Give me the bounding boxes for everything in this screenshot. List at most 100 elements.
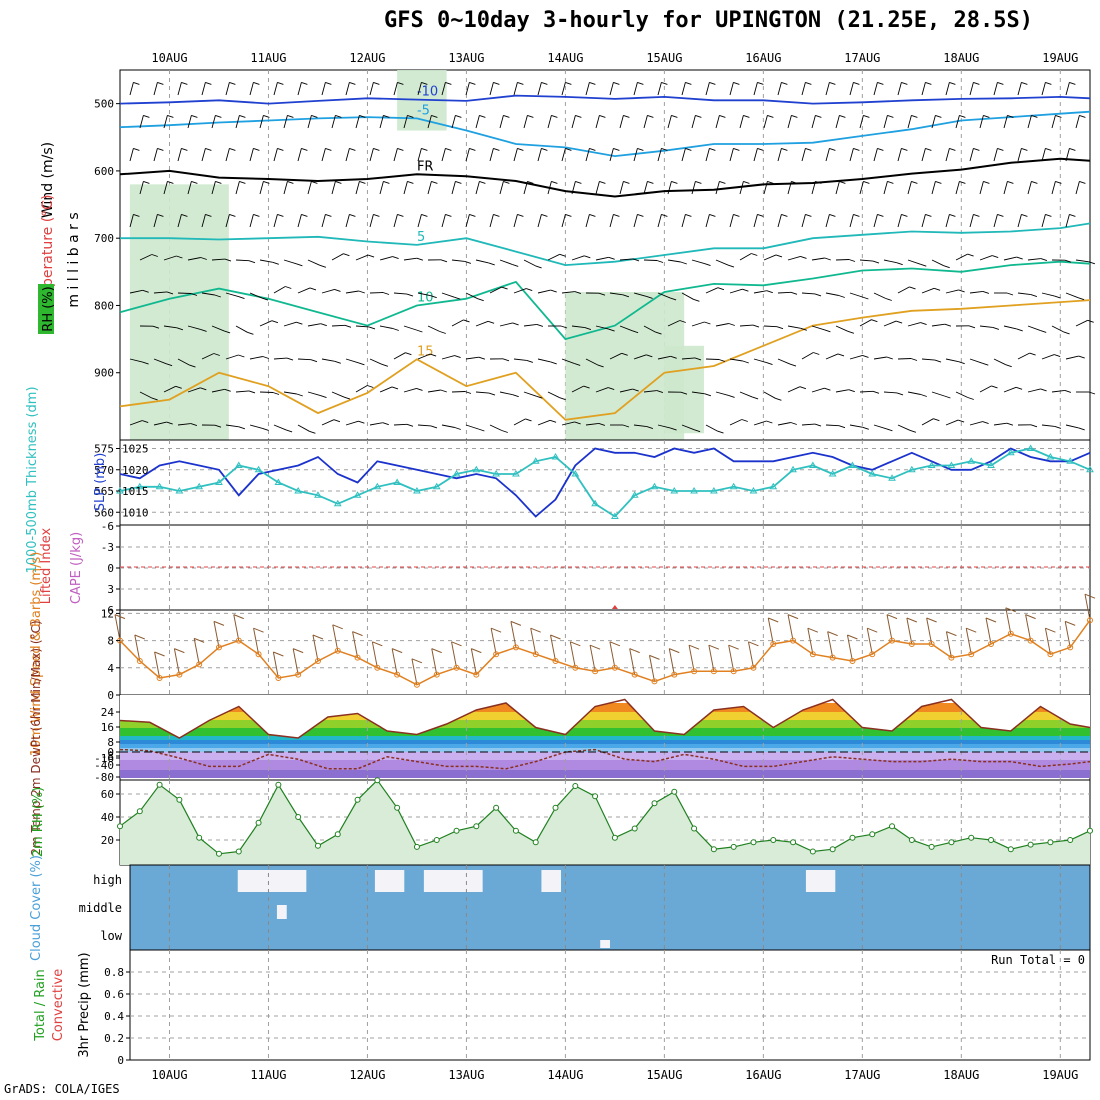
wind-barb-flag	[373, 213, 380, 217]
rh-point	[1067, 837, 1074, 843]
wind-barb-flag	[743, 180, 750, 184]
wind-barb	[595, 256, 609, 261]
wind-speed-point	[394, 671, 401, 678]
surface-barb	[827, 631, 834, 658]
wind-barb-flag	[1078, 427, 1085, 431]
upper-air-panel: -10 -5 FR 5 10 15 500 600 700 800 900	[94, 69, 1096, 441]
wind-barb	[1041, 354, 1055, 360]
surface-barb	[312, 634, 319, 662]
wind-barb-flag	[406, 293, 414, 297]
wind-barb-flag	[813, 352, 820, 355]
wind-barb-flag	[958, 289, 965, 293]
wind-barb	[643, 259, 658, 261]
thickness-marker	[314, 491, 322, 498]
wind-barb-flag	[478, 356, 486, 360]
thickness-marker	[967, 457, 976, 464]
wind-barb	[921, 358, 936, 361]
wind-barb	[273, 286, 286, 294]
wind-barb	[811, 181, 816, 195]
temp-band	[120, 736, 1090, 740]
rh-axis-title: RH (%)	[41, 286, 56, 331]
wind-barb	[811, 387, 825, 393]
wind-barb-flag	[632, 258, 640, 262]
wind-barb	[177, 148, 182, 162]
thickness-marker	[452, 470, 461, 477]
temp-tick-label: 16	[101, 721, 114, 734]
wind-barb	[187, 325, 201, 330]
wind-barb	[571, 181, 576, 195]
surface-barb	[747, 641, 754, 668]
wind-barb-flag	[421, 81, 428, 85]
wind-barb	[801, 82, 806, 96]
wind-barb	[873, 148, 878, 162]
wind-barb	[835, 259, 850, 261]
wind-barb-flag	[1031, 114, 1038, 118]
wind-speed-point	[552, 658, 559, 664]
wind-barb-flag	[271, 320, 279, 324]
bottom-date-axis: 10AUG 11AUG 12AUG 13AUG 14AUG 15AUG 16AUG 17AUG…	[151, 1068, 1078, 1082]
wind-barb	[451, 391, 466, 393]
wind-barb	[523, 259, 536, 267]
wind-barb-flag	[719, 114, 726, 118]
wind-barb-flag	[565, 147, 572, 151]
wind-barb	[163, 385, 176, 393]
wind-speed-point	[1047, 651, 1054, 658]
surface-barb	[866, 628, 873, 655]
wind-barb-flag	[728, 323, 735, 326]
wind-barb	[1065, 148, 1070, 162]
wind-barb	[729, 214, 734, 228]
rh-point	[136, 808, 143, 815]
rh-tick-label: 20	[101, 834, 114, 847]
surface-barb-flag	[134, 634, 145, 640]
wind-barb	[427, 325, 440, 332]
wind-barb	[259, 181, 264, 195]
wind-barb-flag	[781, 213, 788, 217]
wind-barb	[1075, 319, 1088, 327]
wind-barb	[273, 357, 288, 360]
date-label-top: 17AUG	[844, 51, 880, 65]
footer-credit: GrADS: COLA/IGES	[4, 1082, 120, 1096]
thickness-marker	[808, 461, 817, 468]
wind-barb-flag	[551, 180, 558, 184]
wind-barb	[417, 424, 432, 427]
wind-barb-flag	[613, 81, 620, 85]
wind-barb-flag	[286, 357, 294, 361]
rh-panel-axis-title: 2m RH (%)	[31, 787, 46, 858]
wind-barb-flag	[397, 81, 404, 85]
wind-barb-flag	[454, 355, 461, 359]
wind-barb	[259, 115, 264, 129]
wind-barb	[513, 82, 518, 96]
wind-barb	[249, 214, 254, 228]
wind-barb-flag	[814, 293, 822, 297]
wind-barb	[1027, 181, 1032, 195]
wind-barb	[921, 214, 926, 228]
wind-barb	[177, 82, 182, 96]
wind-speed-point	[849, 658, 856, 664]
wind-barb	[499, 322, 513, 327]
wind-barb-flag	[1069, 81, 1076, 85]
wind-barb	[369, 148, 374, 162]
wind-barb	[417, 214, 422, 228]
wind-barb	[729, 82, 734, 96]
wind-speed-point	[433, 671, 440, 678]
wind-barb	[705, 214, 710, 228]
wind-barb	[129, 148, 134, 162]
wind-barb	[1051, 389, 1065, 393]
wind-barb-flag	[349, 81, 356, 85]
wind-barb-flag	[685, 213, 692, 217]
wind-barb	[249, 292, 263, 299]
wind-barb-flag	[373, 147, 380, 151]
wind-barb-flag	[599, 114, 606, 118]
wind-barb	[139, 254, 152, 261]
wind-barb-flag	[301, 147, 308, 151]
wind-barb	[441, 355, 455, 360]
thickness-marker	[551, 453, 560, 460]
wind-barb-flag	[272, 261, 279, 265]
temp-line	[119, 698, 1091, 739]
rh-point	[651, 800, 658, 807]
rh-point	[710, 846, 717, 853]
wind-barb-flag	[752, 324, 760, 328]
wind-barb-flag	[526, 288, 533, 292]
precip-tick-label: 0	[117, 1054, 124, 1067]
wind-speed-point	[770, 641, 777, 647]
